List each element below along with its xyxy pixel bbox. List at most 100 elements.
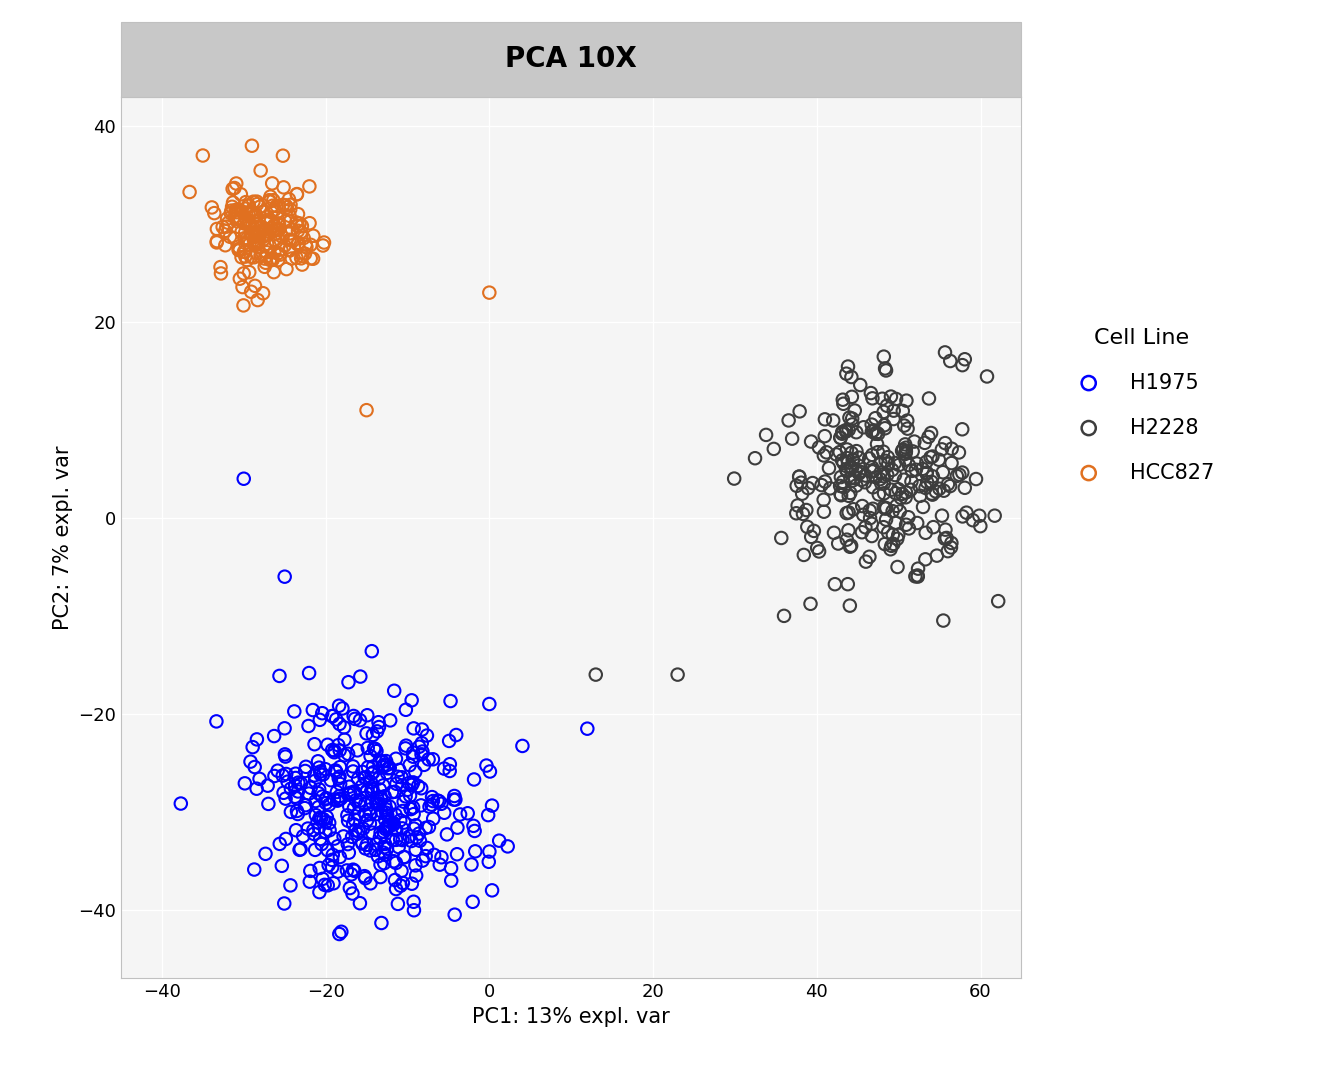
Point xyxy=(280,213,301,230)
Point xyxy=(824,575,845,592)
Point xyxy=(261,219,282,236)
Point xyxy=(267,762,289,779)
Point xyxy=(870,454,891,471)
Point xyxy=(258,191,280,209)
Point xyxy=(415,819,437,836)
Point xyxy=(461,856,482,873)
Point xyxy=(445,791,466,808)
Point xyxy=(367,797,388,814)
Point xyxy=(929,452,950,469)
Point xyxy=(841,452,863,469)
Point xyxy=(333,719,355,736)
Point xyxy=(844,402,866,419)
Point xyxy=(434,804,456,821)
Point xyxy=(310,765,332,783)
Point xyxy=(376,764,398,782)
Point xyxy=(278,190,300,207)
Point xyxy=(333,828,355,845)
Point xyxy=(914,434,935,451)
Point xyxy=(224,207,246,225)
Point xyxy=(895,516,917,533)
Point xyxy=(577,720,598,737)
Point xyxy=(895,392,917,410)
Point xyxy=(833,396,855,413)
Point xyxy=(263,768,285,785)
Point xyxy=(837,575,859,592)
Point xyxy=(323,846,344,863)
Point xyxy=(298,785,320,802)
Point xyxy=(855,553,876,570)
Point xyxy=(297,820,319,837)
Point xyxy=(263,231,285,248)
Point xyxy=(269,217,290,234)
Point xyxy=(859,449,880,467)
Point xyxy=(387,769,409,786)
Point xyxy=(281,249,302,267)
Point xyxy=(319,857,340,874)
Point xyxy=(218,214,239,231)
Point xyxy=(388,761,410,778)
Point xyxy=(909,477,930,494)
Point xyxy=(790,474,812,491)
Point xyxy=(358,759,379,776)
Point xyxy=(230,186,251,203)
Point xyxy=(309,763,331,780)
Point xyxy=(265,220,286,238)
X-axis label: PC1: 13% expl. var: PC1: 13% expl. var xyxy=(472,1006,671,1027)
Point xyxy=(243,248,265,266)
Point xyxy=(952,357,973,374)
Point xyxy=(362,643,383,660)
Point xyxy=(308,759,329,776)
Point xyxy=(891,442,913,459)
Point xyxy=(836,422,857,440)
Point xyxy=(336,862,358,879)
Point xyxy=(392,793,414,811)
Point xyxy=(401,801,422,818)
Point xyxy=(895,489,917,506)
Point xyxy=(367,848,388,865)
Point xyxy=(243,231,265,248)
Point xyxy=(820,479,841,497)
Point xyxy=(246,234,267,252)
Point xyxy=(427,792,449,809)
Point xyxy=(223,230,245,247)
Point xyxy=(343,707,364,725)
Point xyxy=(239,754,261,771)
Point xyxy=(837,358,859,375)
Point xyxy=(429,792,450,809)
Point xyxy=(931,507,953,525)
Point xyxy=(341,885,363,902)
Point xyxy=(832,424,853,441)
Point xyxy=(271,147,293,164)
Point xyxy=(403,720,425,737)
Point xyxy=(814,411,836,428)
Point xyxy=(266,225,288,242)
Point xyxy=(273,197,294,214)
Point xyxy=(880,538,902,555)
Point xyxy=(293,229,314,246)
Point xyxy=(384,821,406,839)
Point xyxy=(922,468,943,485)
Point xyxy=(394,848,415,865)
Point xyxy=(949,467,970,484)
Point xyxy=(905,461,926,478)
Point xyxy=(171,794,192,812)
Point xyxy=(383,815,405,832)
Point xyxy=(290,841,312,858)
Point xyxy=(245,233,266,250)
Point xyxy=(478,696,500,713)
Point xyxy=(250,248,271,266)
Point xyxy=(411,852,433,870)
Point xyxy=(375,797,396,814)
Point xyxy=(903,433,925,450)
Point xyxy=(366,835,387,852)
Point xyxy=(814,473,836,490)
Point xyxy=(417,840,438,857)
Point xyxy=(285,777,306,794)
Point xyxy=(226,213,247,230)
Point xyxy=(918,390,939,407)
Point xyxy=(860,385,882,402)
Point xyxy=(894,435,915,453)
Point xyxy=(333,746,355,763)
Point xyxy=(367,805,388,822)
